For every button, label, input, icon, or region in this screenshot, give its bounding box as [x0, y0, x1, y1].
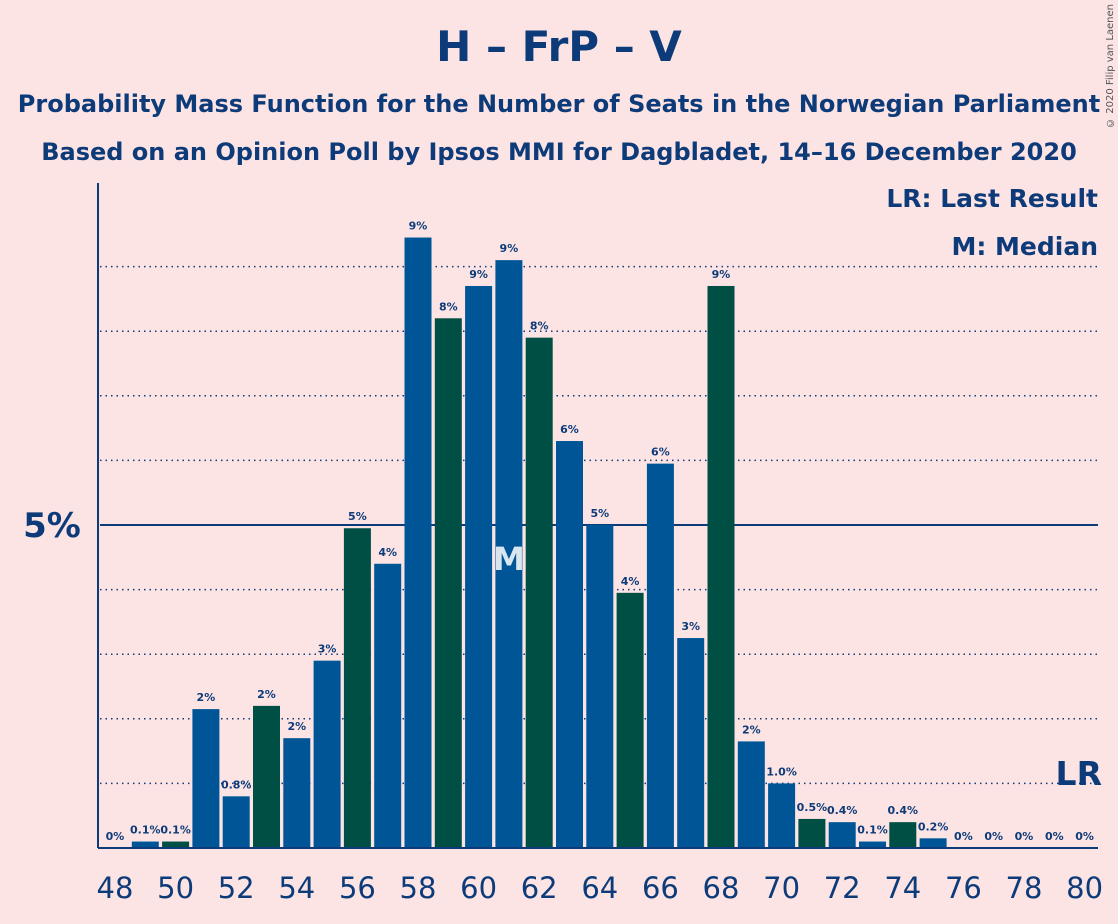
x-tick-label: 76 — [945, 871, 982, 905]
bar-label-57: 4% — [378, 546, 397, 559]
legend-median: M: Median — [951, 232, 1098, 261]
bar-label-62: 8% — [530, 320, 549, 333]
x-tick-label: 80 — [1066, 871, 1103, 905]
chart-title: H – FrP – V — [436, 22, 682, 71]
bar-seat-50 — [162, 841, 190, 848]
y-tick-label: 5% — [23, 506, 81, 546]
bar-label-64: 5% — [590, 507, 609, 520]
bar-seat-75 — [919, 838, 947, 848]
bar-label-63: 6% — [560, 423, 579, 436]
bar-seat-62 — [525, 337, 553, 848]
bar-label-72: 0.4% — [827, 804, 858, 817]
chart-subtitle-source: Based on an Opinion Poll by Ipsos MMI fo… — [41, 138, 1077, 166]
bar-label-54: 2% — [287, 720, 306, 733]
bar-label-70: 1.0% — [766, 765, 797, 778]
bar-label-61: 9% — [500, 242, 519, 255]
bar-label-75: 0.2% — [918, 820, 949, 833]
bar-label-53: 2% — [257, 688, 276, 701]
bar-seat-67 — [677, 638, 705, 848]
bar-seat-53 — [253, 705, 280, 848]
bar-seat-52 — [222, 796, 250, 848]
x-tick-label: 58 — [400, 871, 437, 905]
bar-label-49: 0.1% — [130, 824, 161, 837]
bar-seat-71 — [798, 818, 826, 848]
x-tick-label: 52 — [218, 871, 255, 905]
bar-seat-66 — [646, 463, 674, 848]
x-tick-label: 62 — [521, 871, 558, 905]
x-tick-label: 68 — [703, 871, 740, 905]
bar-seat-69 — [737, 741, 765, 848]
last-result-marker: LR — [1056, 754, 1102, 793]
bar-label-76: 0% — [954, 830, 973, 843]
bar-seat-55 — [313, 660, 341, 848]
bar-seat-63 — [556, 441, 583, 848]
bar-seat-49 — [131, 841, 159, 848]
bar-label-51: 2% — [197, 691, 216, 704]
bar-label-80: 0% — [1075, 830, 1094, 843]
median-marker: M — [493, 540, 525, 578]
bar-seat-58 — [404, 237, 432, 848]
bar-label-48: 0% — [106, 830, 125, 843]
bar-label-68: 9% — [712, 268, 731, 281]
bar-label-58: 9% — [409, 220, 428, 233]
bar-seat-59 — [434, 318, 462, 848]
bar-label-56: 5% — [348, 510, 367, 523]
bar-label-66: 6% — [651, 446, 670, 459]
bar-label-77: 0% — [984, 830, 1003, 843]
bar-label-74: 0.4% — [888, 804, 919, 817]
chart-subtitle: Probability Mass Function for the Number… — [17, 90, 1101, 118]
x-tick-label: 54 — [278, 871, 315, 905]
x-tick-label: 60 — [460, 871, 497, 905]
bar-seat-57 — [374, 563, 402, 848]
x-tick-label: 64 — [581, 871, 618, 905]
x-tick-label: 70 — [763, 871, 800, 905]
bar-seat-68 — [707, 285, 735, 849]
bar-label-65: 4% — [621, 575, 640, 588]
bar-label-73: 0.1% — [857, 824, 888, 837]
bar-seat-54 — [283, 738, 311, 848]
x-tick-label: 74 — [884, 871, 921, 905]
bar-seat-61 — [495, 260, 523, 848]
legend-last-result: LR: Last Result — [886, 184, 1098, 213]
bar-seat-60 — [465, 285, 493, 849]
x-tick-label: 56 — [339, 871, 376, 905]
bar-label-52: 0.8% — [221, 778, 252, 791]
bar-label-67: 3% — [681, 620, 700, 633]
bar-seat-74 — [889, 822, 917, 848]
bar-seat-51 — [192, 709, 220, 848]
bar-label-71: 0.5% — [797, 801, 828, 814]
bar-label-78: 0% — [1015, 830, 1034, 843]
bar-label-55: 3% — [318, 643, 337, 656]
bar-seat-73 — [859, 841, 886, 848]
bar-seat-56 — [343, 528, 371, 848]
bar-label-50: 0.1% — [160, 824, 191, 837]
bar-label-60: 9% — [469, 268, 488, 281]
bar-seat-72 — [828, 822, 856, 848]
bar-seat-65 — [616, 592, 644, 848]
x-tick-label: 48 — [97, 871, 134, 905]
x-tick-label: 72 — [824, 871, 861, 905]
bar-label-59: 8% — [439, 300, 458, 313]
bar-label-79: 0% — [1045, 830, 1064, 843]
bar-label-69: 2% — [742, 723, 761, 736]
x-tick-label: 50 — [157, 871, 194, 905]
bar-seat-70 — [768, 783, 796, 848]
bar-seat-64 — [586, 525, 614, 848]
x-tick-label: 66 — [642, 871, 679, 905]
x-tick-label: 78 — [1006, 871, 1043, 905]
